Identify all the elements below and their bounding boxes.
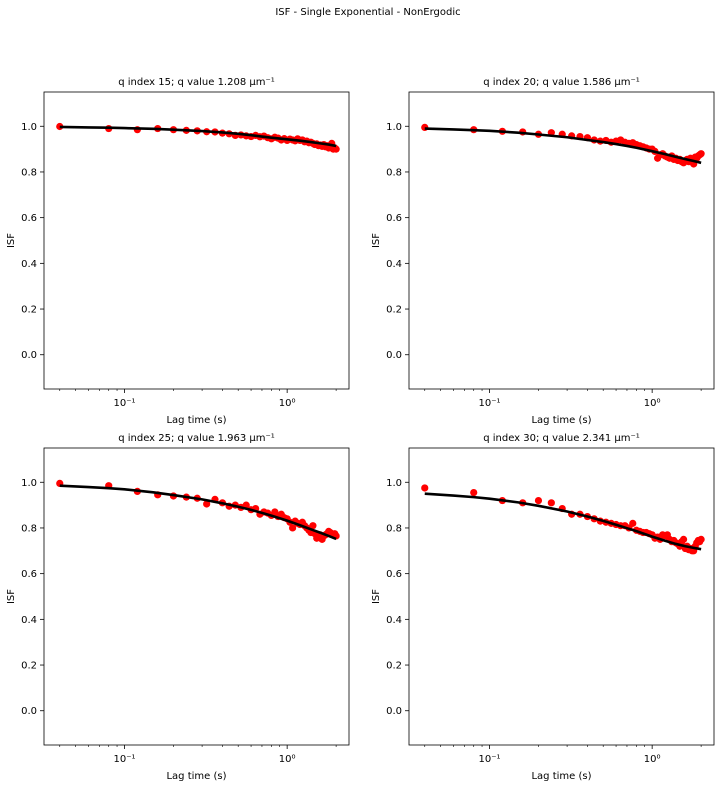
data-point — [629, 519, 637, 527]
subplot-1: q index 15; q value 1.208 μm⁻¹ Lag time (… — [6, 77, 350, 426]
x-axis-label: Lag time (s) — [531, 415, 591, 426]
x-tick-label: 10⁰ — [279, 398, 296, 409]
fit-line — [59, 125, 337, 148]
data-point — [332, 145, 340, 153]
y-axis-label: ISF — [371, 589, 382, 604]
subplot-title: q index 20; q value 1.586 μm⁻¹ — [483, 77, 640, 88]
y-tick-label: 0.0 — [21, 706, 37, 717]
y-tick-label: 1.0 — [21, 478, 37, 489]
y-tick-label: 0.4 — [386, 259, 402, 270]
x-tick-label: 10⁰ — [279, 754, 296, 765]
data-point — [697, 150, 705, 158]
fit-line — [59, 484, 337, 541]
data-point — [203, 500, 211, 508]
data-point — [309, 522, 317, 530]
x-tick-label: 10⁰ — [644, 754, 661, 765]
data-point — [534, 496, 543, 505]
plot-frame — [408, 447, 715, 746]
y-tick-label: 0.0 — [386, 706, 402, 717]
fit-line — [424, 127, 702, 165]
y-tick-label: 0.0 — [21, 350, 37, 361]
x-axis-label: Lag time (s) — [531, 771, 591, 782]
y-tick-label: 0.6 — [386, 213, 402, 224]
x-tick-label: 10⁻¹ — [113, 398, 135, 409]
y-tick-label: 0.2 — [386, 661, 402, 672]
y-tick-label: 0.2 — [21, 305, 37, 316]
data-point — [421, 484, 429, 492]
subplot-title: q index 25; q value 1.963 μm⁻¹ — [118, 433, 275, 444]
y-tick-label: 0.4 — [386, 615, 402, 626]
x-tick-label: 10⁻¹ — [113, 754, 135, 765]
y-tick-label: 0.8 — [386, 167, 402, 178]
fit-line — [424, 492, 702, 551]
y-tick-label: 1.0 — [21, 122, 37, 133]
y-tick-label: 0.2 — [21, 661, 37, 672]
plot-frame — [43, 91, 350, 390]
y-tick-label: 1.0 — [386, 122, 402, 133]
data-point — [697, 535, 705, 543]
subplot-2: q index 20; q value 1.586 μm⁻¹ Lag time (… — [371, 77, 715, 426]
subplot-4: q index 30; q value 2.341 μm⁻¹ Lag time (… — [371, 433, 715, 782]
plot-frame — [43, 447, 350, 746]
y-tick-label: 0.6 — [21, 213, 37, 224]
subplot-3: q index 25; q value 1.963 μm⁻¹ Lag time (… — [6, 433, 350, 782]
plot-frame — [408, 91, 715, 390]
x-tick-label: 10⁻¹ — [478, 398, 500, 409]
y-tick-label: 0.8 — [386, 523, 402, 534]
y-tick-label: 0.4 — [21, 259, 37, 270]
x-axis-label: Lag time (s) — [166, 771, 226, 782]
figure-suptitle: ISF - Single Exponential - NonErgodic — [275, 7, 460, 18]
y-tick-label: 0.6 — [386, 569, 402, 580]
data-point — [56, 122, 64, 131]
y-tick-label: 0.8 — [21, 167, 37, 178]
data-point — [679, 535, 688, 543]
subplot-title: q index 30; q value 2.341 μm⁻¹ — [483, 433, 640, 444]
data-point — [547, 499, 555, 507]
data-point — [470, 488, 478, 497]
y-tick-label: 0.0 — [386, 350, 402, 361]
x-axis-label: Lag time (s) — [166, 415, 226, 426]
y-axis-label: ISF — [6, 233, 17, 248]
x-tick-label: 10⁻¹ — [478, 754, 500, 765]
y-axis-label: ISF — [6, 589, 17, 604]
y-tick-label: 0.2 — [386, 305, 402, 316]
data-point — [288, 524, 297, 532]
y-tick-label: 0.4 — [21, 615, 37, 626]
y-tick-label: 1.0 — [386, 478, 402, 489]
y-tick-label: 0.6 — [21, 569, 37, 580]
subplot-title: q index 15; q value 1.208 μm⁻¹ — [118, 77, 275, 88]
y-tick-label: 0.8 — [21, 523, 37, 534]
x-tick-label: 10⁰ — [644, 398, 661, 409]
y-axis-label: ISF — [371, 233, 382, 248]
